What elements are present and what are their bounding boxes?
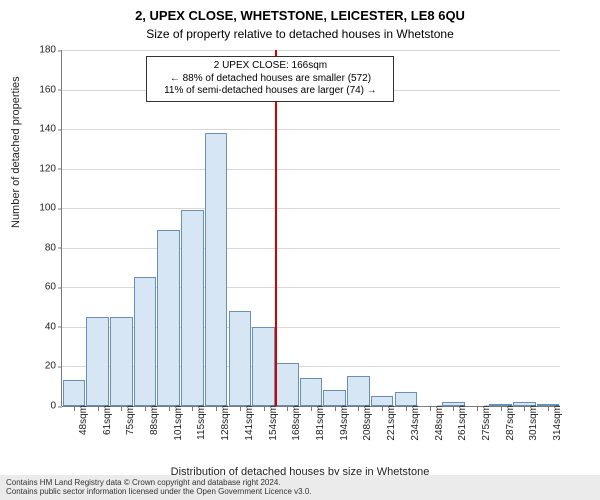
x-tick-mark [548, 407, 549, 411]
footer-line-1: Contains HM Land Registry data © Crown c… [6, 478, 594, 488]
gridline-y [62, 169, 560, 170]
x-tick-label: 261sqm [457, 405, 468, 441]
y-axis [61, 50, 62, 406]
x-tick-mark [264, 407, 265, 411]
x-tick-label: 301sqm [528, 405, 539, 441]
x-tick-mark [98, 407, 99, 411]
x-tick-mark [358, 407, 359, 411]
reference-marker-line [275, 50, 277, 406]
x-tick-mark [74, 407, 75, 411]
histogram-bar [110, 317, 133, 406]
x-tick-label: 154sqm [268, 405, 279, 441]
histogram-bar [323, 390, 346, 406]
gridline-y [62, 129, 560, 130]
x-tick-label: 287sqm [505, 405, 516, 441]
x-tick-mark [524, 407, 525, 411]
x-tick-label: 88sqm [149, 405, 160, 435]
chart-title-main: 2, UPEX CLOSE, WHETSTONE, LEICESTER, LE8… [0, 8, 600, 23]
annotation-line-1: 2 UPEX CLOSE: 166sqm [153, 60, 387, 73]
x-tick-label: 128sqm [220, 405, 231, 441]
annotation-line-2: ← 88% of detached houses are smaller (57… [153, 73, 387, 86]
x-tick-mark [477, 407, 478, 411]
y-tick-label: 180 [22, 45, 56, 56]
chart-plot-area: 02040608010012014016018048sqm61sqm75sqm8… [62, 50, 560, 406]
gridline-y [62, 208, 560, 209]
y-tick-label: 120 [22, 163, 56, 174]
y-tick-label: 80 [22, 242, 56, 253]
x-tick-mark [311, 407, 312, 411]
histogram-bar [276, 363, 299, 407]
histogram-bar [395, 392, 418, 406]
x-tick-mark [169, 407, 170, 411]
x-tick-mark [240, 407, 241, 411]
y-tick-label: 40 [22, 321, 56, 332]
x-tick-mark [406, 407, 407, 411]
x-tick-label: 181sqm [315, 405, 326, 441]
x-tick-label: 141sqm [244, 405, 255, 441]
x-tick-label: 48sqm [78, 405, 89, 435]
x-tick-mark [430, 407, 431, 411]
x-tick-mark [335, 407, 336, 411]
x-tick-label: 234sqm [410, 405, 421, 441]
histogram-bar [205, 133, 228, 406]
chart-title-sub: Size of property relative to detached ho… [0, 27, 600, 41]
y-tick-label: 140 [22, 124, 56, 135]
x-tick-label: 115sqm [196, 405, 207, 440]
x-tick-mark [287, 407, 288, 411]
x-tick-label: 168sqm [291, 405, 302, 441]
x-tick-mark [501, 407, 502, 411]
chart-container: 2, UPEX CLOSE, WHETSTONE, LEICESTER, LE8… [0, 0, 600, 500]
x-tick-label: 75sqm [125, 405, 136, 435]
x-tick-label: 208sqm [362, 405, 373, 441]
annotation-box: 2 UPEX CLOSE: 166sqm← 88% of detached ho… [146, 56, 394, 102]
x-tick-label: 275sqm [481, 405, 492, 441]
histogram-bar [347, 376, 370, 406]
x-tick-label: 314sqm [552, 405, 563, 441]
histogram-bar [181, 210, 204, 406]
x-tick-mark [453, 407, 454, 411]
y-tick-label: 0 [22, 401, 56, 412]
x-tick-mark [382, 407, 383, 411]
histogram-bar [86, 317, 109, 406]
footer-attribution: Contains HM Land Registry data © Crown c… [0, 475, 600, 500]
y-axis-label: Number of detached properties [10, 76, 22, 228]
x-tick-label: 61sqm [102, 405, 113, 435]
x-tick-mark [192, 407, 193, 411]
gridline-y [62, 50, 560, 51]
x-tick-label: 101sqm [173, 405, 184, 441]
x-tick-label: 248sqm [434, 405, 445, 441]
histogram-bar [300, 378, 323, 406]
x-tick-label: 194sqm [339, 405, 350, 441]
y-tick-label: 100 [22, 203, 56, 214]
annotation-line-3: 11% of semi-detached houses are larger (… [153, 85, 387, 98]
gridline-y [62, 248, 560, 249]
histogram-bar [134, 277, 157, 406]
x-tick-mark [145, 407, 146, 411]
x-tick-label: 221sqm [386, 405, 397, 441]
histogram-bar [229, 311, 252, 406]
histogram-bar [157, 230, 180, 406]
histogram-bar [63, 380, 86, 406]
y-tick-label: 20 [22, 361, 56, 372]
histogram-bar [252, 327, 275, 406]
x-tick-mark [216, 407, 217, 411]
footer-line-2: Contains public sector information licen… [6, 487, 594, 497]
y-tick-label: 160 [22, 84, 56, 95]
y-tick-label: 60 [22, 282, 56, 293]
x-tick-mark [121, 407, 122, 411]
